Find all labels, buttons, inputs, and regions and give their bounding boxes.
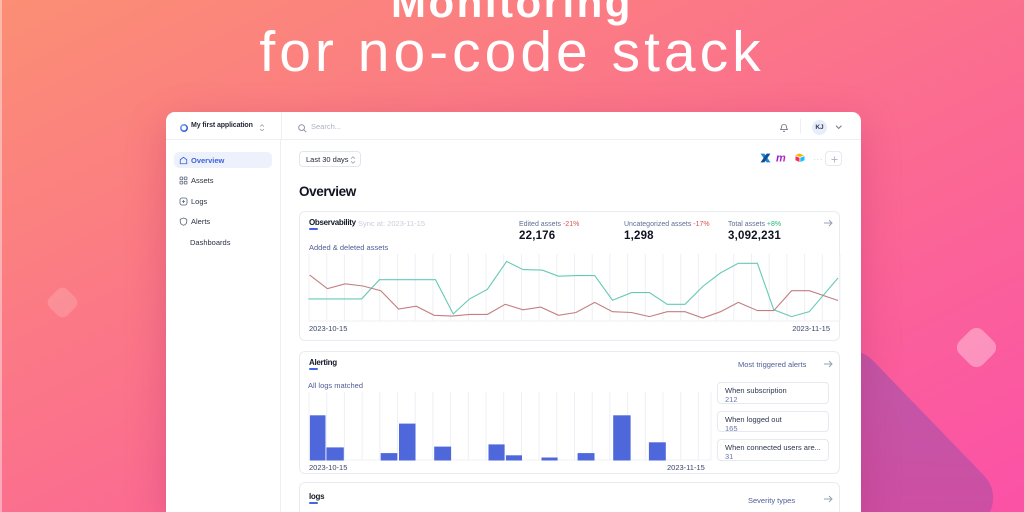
- svg-text:m: m: [776, 153, 786, 165]
